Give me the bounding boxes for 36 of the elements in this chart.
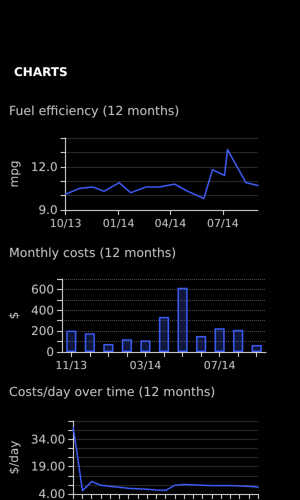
bar (103, 344, 114, 352)
chart-title: Monthly costs (12 months) (9, 245, 176, 260)
text: CHARTS (14, 65, 68, 79)
bar (252, 345, 262, 352)
bar (177, 288, 188, 352)
y-tick-label: 34.00 (30, 432, 66, 446)
x-tick-label: 07/14 (207, 217, 239, 230)
bar (84, 333, 95, 352)
x-tick-label: 04/14 (154, 217, 186, 230)
x-tick-label: 11/13 (55, 359, 88, 372)
y-axis-title: mpg (7, 160, 21, 188)
bar (66, 330, 76, 352)
y-axis-title: $/day (7, 440, 21, 474)
line-series (72, 427, 259, 492)
y-tick-label: 0 (46, 345, 54, 359)
y-tick-label: 12.0 (30, 160, 58, 174)
y-tick-label: 200 (31, 324, 54, 338)
chart-title: Costs/day over time (12 months) (9, 384, 216, 399)
y-tick-label: 400 (31, 303, 54, 318)
bar (140, 340, 151, 352)
bar (233, 330, 244, 352)
chart-title: Fuel efficiency (12 months) (9, 103, 180, 118)
x-tick-label: 03/14 (130, 359, 162, 372)
x-tick-label: 01/14 (102, 217, 134, 230)
bar (214, 328, 225, 352)
x-tick-label: 10/13 (50, 217, 82, 230)
y-tick-label: 9.0 (38, 203, 58, 217)
y-tick-label: 600 (31, 282, 54, 296)
bar (122, 339, 132, 352)
y-tick-label: 19.00 (30, 460, 66, 474)
y-axis-title: $ (7, 312, 22, 320)
y-tick-label: 4.00 (38, 487, 66, 500)
bar (196, 336, 206, 352)
x-tick-label: 07/14 (204, 359, 236, 372)
bar (158, 316, 170, 352)
line-series (64, 148, 259, 200)
